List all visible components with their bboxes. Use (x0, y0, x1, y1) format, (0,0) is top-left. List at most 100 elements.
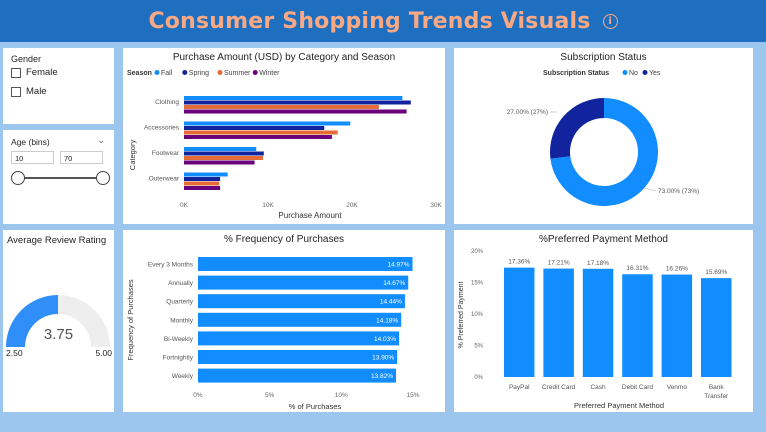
bar-data-label: 14.97% (387, 262, 409, 269)
donut-data-label: 27.00% (27%) (507, 109, 548, 116)
review-gauge-title: Average Review Rating (7, 235, 107, 246)
frequency-bar (198, 350, 398, 364)
donut-slice-no (550, 98, 658, 207)
bar-data-label: 14.18% (376, 317, 398, 324)
gauge-fill (6, 295, 58, 347)
age-slicer-title: Age (bins) (11, 137, 50, 147)
category-label: Every 3 Months (148, 262, 194, 269)
legend-label: Winter (259, 70, 280, 77)
leader-line (643, 187, 657, 192)
frequency-bar (198, 275, 409, 290)
review-max-label: 5.00 (95, 348, 112, 358)
legend-marker (217, 70, 223, 75)
legend-label: Fall (161, 70, 173, 77)
frequency-chart-title: % Frequency of Purchases (223, 234, 345, 245)
legend-title: Subscription Status (543, 70, 609, 77)
x-tick-label: 15% (406, 392, 419, 399)
y-tick-label: 10% (471, 312, 484, 318)
category-label: Outerwear (149, 176, 180, 183)
review-gauge (6, 295, 110, 347)
x-tick-label: 20K (346, 202, 358, 209)
gender-slicer-title: Gender (11, 54, 42, 64)
subscription-card: Subscription Status Subscription Status N… (454, 48, 753, 224)
gender-option-male[interactable]: Male (11, 86, 58, 97)
info-icon[interactable]: i (602, 13, 618, 29)
category-label: Debit Card (622, 384, 653, 391)
bar-fall (184, 172, 228, 177)
payment-chart-title: %Preferred Payment Method (539, 234, 668, 245)
frequency-bar (198, 294, 405, 309)
category-label: Bank (709, 384, 725, 391)
y-axis-title: Category (128, 140, 137, 171)
age-slider-max-handle[interactable] (96, 171, 110, 185)
frequency-bar (198, 257, 413, 271)
dashboard-title: Consumer Shopping Trends Visuals (148, 8, 591, 34)
frequency-bar (198, 312, 402, 327)
payment-bar (622, 274, 653, 377)
chevron-down-icon[interactable]: ⌄ (97, 135, 105, 145)
bar-winter (184, 109, 407, 114)
subscription-chart: Subscription Status No Yes 73.00% (73%) 27.0… (507, 70, 699, 207)
checkbox-icon[interactable] (11, 67, 21, 78)
bar-winter (184, 135, 332, 139)
frequency-card: % Frequency of Purchases Every 3 Months 1… (123, 230, 445, 412)
bar-data-label: 14.03% (374, 336, 396, 343)
bar-spring (184, 100, 411, 105)
x-tick-label: 0% (193, 392, 203, 399)
payment-bar (701, 278, 732, 377)
age-slider-min-handle[interactable] (11, 171, 25, 185)
bar-data-label: 16.26% (666, 266, 688, 273)
age-slicer: Age (bins) ⌄ 10 70 (3, 130, 114, 224)
bar-data-label: 14.44% (380, 299, 402, 306)
category-label: Weekly (172, 373, 194, 380)
x-axis-title: Purchase Amount (278, 211, 342, 220)
payment-bar (582, 268, 614, 377)
age-slider-track[interactable] (18, 177, 102, 179)
review-min-label: 2.50 (6, 348, 23, 358)
y-tick-label: 20% (471, 249, 484, 255)
x-axis-title: Preferred Payment Method (574, 401, 664, 410)
y-tick-label: 0% (474, 375, 483, 381)
subscription-chart-title: Subscription Status (560, 52, 647, 63)
category-label: Transfer (704, 393, 729, 400)
legend-marker (622, 70, 628, 75)
bar-spring (184, 151, 264, 156)
legend-marker (154, 70, 160, 75)
bar-summer (184, 181, 220, 186)
review-gauge-card: Average Review Rating 3.75 2.50 5.00 (3, 230, 114, 412)
bar-summer (184, 105, 379, 109)
checkbox-icon[interactable] (11, 86, 21, 97)
age-min-input[interactable]: 10 (11, 151, 54, 164)
category-label: Annually (168, 280, 194, 287)
age-max-input[interactable]: 70 (60, 151, 103, 164)
frequency-bar (198, 368, 397, 383)
frequency-chart: Every 3 Months 14.97% Annually 14.67% Quarte… (126, 257, 420, 411)
bar-winter (184, 160, 255, 165)
bar-fall (184, 96, 403, 100)
category-label: Clothing (155, 99, 179, 106)
payment-bar (504, 267, 535, 377)
category-label: Venmo (667, 384, 688, 391)
frequency-bar (198, 331, 400, 346)
y-tick-label: 5% (474, 344, 483, 350)
bar-data-label: 17.18% (587, 260, 609, 267)
bar-spring (184, 177, 221, 181)
category-label: Cash (590, 384, 606, 391)
y-tick-label: 15% (471, 281, 484, 287)
payment-bar (543, 268, 574, 377)
donut-data-label: 73.00% (73%) (658, 188, 699, 195)
x-tick-label: 0K (180, 202, 189, 209)
category-label: Footwear (152, 150, 180, 157)
bar-data-label: 13.90% (372, 355, 394, 362)
review-value: 3.75 (43, 326, 74, 343)
bar-summer (184, 130, 338, 135)
y-axis-title: Frequency of Purchases (126, 279, 135, 361)
donut-slice-yes (550, 98, 604, 159)
legend-marker (642, 70, 648, 75)
legend-title: Season (127, 70, 152, 77)
gender-option-female[interactable]: Female (11, 67, 58, 78)
payment-chart: 0% 5% 10% 15% 20% % Preferred Payment 17.36% Pa… (458, 249, 732, 410)
purchase-chart: Season Fall Spring Summer Winter 0K 10K 20K 30K P… (127, 70, 442, 220)
bar-summer (184, 156, 263, 160)
purchase-chart-title: Purchase Amount (USD) by Category and Se… (172, 52, 396, 63)
